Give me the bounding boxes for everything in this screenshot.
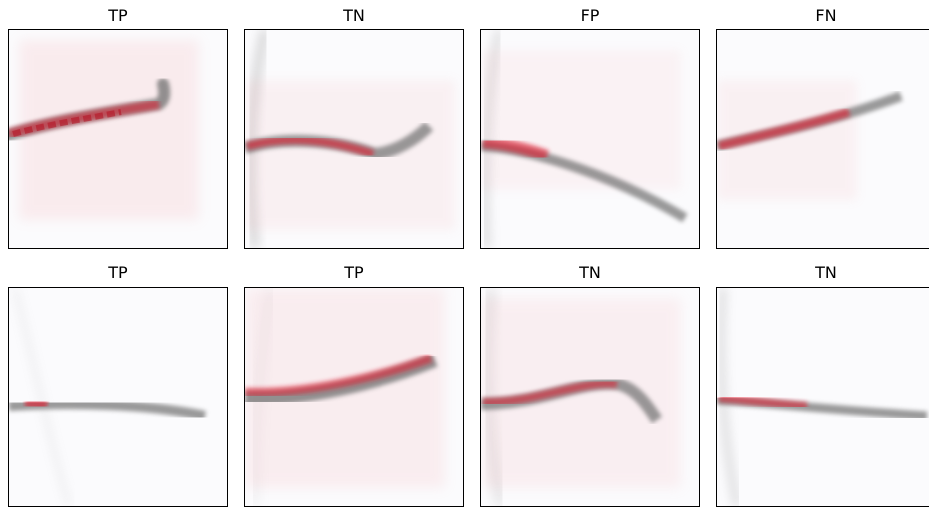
saliency-band: [718, 394, 808, 410]
panel-8-image: [716, 287, 929, 507]
saliency-core: [12, 109, 122, 137]
background-fiber: [13, 288, 71, 506]
panel-3-image: [480, 29, 700, 249]
panel-6-title: TP: [344, 263, 364, 282]
saliency-band: [482, 379, 618, 407]
saliency-haze: [245, 80, 455, 230]
saliency-band: [24, 396, 49, 412]
panel-6-image: [244, 287, 464, 507]
panel-3-title: FP: [580, 6, 600, 25]
panel-7-title: TN: [579, 263, 601, 282]
panel-4-title: FN: [815, 6, 837, 25]
panel-4-image: [716, 29, 929, 249]
panel-8-title: TN: [815, 263, 837, 282]
panel-5-image: [8, 287, 228, 507]
saliency-band: [245, 135, 375, 158]
background-fiber: [717, 288, 741, 506]
saliency-band: [245, 353, 433, 397]
panel-5-title: TP: [108, 263, 128, 282]
panel-7-image: [480, 287, 700, 507]
panel-1-image: [8, 29, 228, 249]
saliency-band: [717, 107, 851, 151]
panel-1-title: TP: [108, 6, 128, 25]
saliency-band: [482, 136, 550, 162]
panel-2-title: TN: [343, 6, 365, 25]
panel-2-image: [244, 29, 464, 249]
